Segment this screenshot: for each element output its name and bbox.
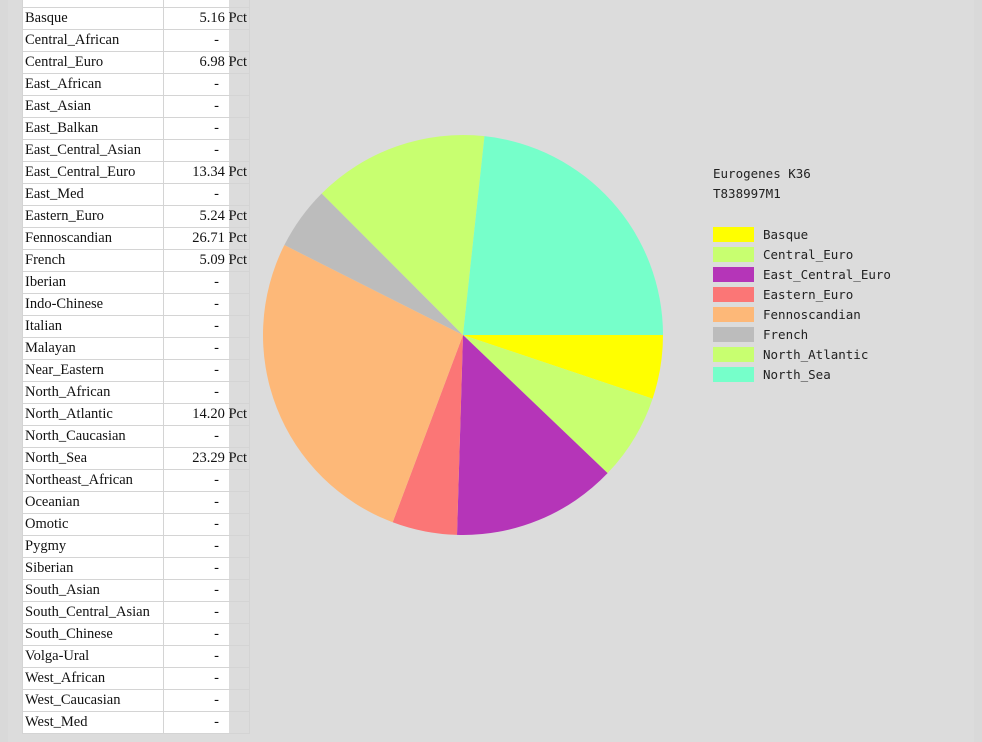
table-row: East_Central_Asian - bbox=[22, 139, 250, 162]
population-value: - bbox=[163, 667, 250, 690]
table-row: North_African - bbox=[22, 381, 250, 404]
legend-label: North_Sea bbox=[763, 366, 831, 382]
population-name: East_Central_Euro bbox=[22, 161, 164, 184]
legend-item: East_Central_Euro bbox=[713, 264, 891, 284]
table-row: East_African - bbox=[22, 73, 250, 96]
population-name: West_Med bbox=[22, 711, 164, 734]
legend-label: Eastern_Euro bbox=[763, 286, 854, 302]
population-value: 14.20 Pct bbox=[163, 403, 250, 426]
population-name: North_Sea bbox=[22, 447, 164, 470]
table-row: South_Asian - bbox=[22, 579, 250, 602]
legend-item: Fennoscandian bbox=[713, 304, 891, 324]
legend-label: North_Atlantic bbox=[763, 346, 869, 362]
legend-label: East_Central_Euro bbox=[763, 266, 891, 282]
population-name: Central_Euro bbox=[22, 51, 164, 74]
legend-swatch bbox=[713, 246, 754, 262]
legend-swatch bbox=[713, 306, 754, 322]
population-value: - bbox=[163, 337, 250, 360]
table-row: West_Med - bbox=[22, 711, 250, 734]
population-value: 13.34 Pct bbox=[163, 161, 250, 184]
legend-label: Basque bbox=[763, 226, 809, 242]
pie-slice bbox=[463, 136, 663, 335]
legend-label: Fennoscandian bbox=[763, 306, 861, 322]
population-name: North_Caucasian bbox=[22, 425, 164, 448]
population-name: East_Central_Asian bbox=[22, 139, 164, 162]
pie-slice bbox=[463, 335, 663, 399]
population-name: South_Central_Asian bbox=[22, 601, 164, 624]
population-name: Indo-Chinese bbox=[22, 293, 164, 316]
chart-subtitle: T838997M1 bbox=[713, 186, 781, 201]
legend-item: North_Sea bbox=[713, 364, 891, 384]
table-row: Central_Euro 6.98 Pct bbox=[22, 51, 250, 74]
population-name: Italian bbox=[22, 315, 164, 338]
population-name: Pygmy bbox=[22, 535, 164, 558]
legend-item: Eastern_Euro bbox=[713, 284, 891, 304]
chart-legend: Eurogenes K36 T838997M1 Basque Central_Eu… bbox=[713, 164, 891, 384]
population-name: Central_African bbox=[22, 29, 164, 52]
legend-swatch bbox=[713, 326, 754, 342]
pie-slice bbox=[392, 335, 463, 535]
pie-slice bbox=[284, 193, 463, 335]
legend-swatch bbox=[713, 266, 754, 282]
pie-slice bbox=[463, 335, 653, 474]
table-row: South_Chinese - bbox=[22, 623, 250, 646]
legend-items: Basque Central_Euro East_Central_Euro Easte… bbox=[713, 224, 891, 384]
population-value: - bbox=[163, 557, 250, 580]
population-name: French bbox=[22, 249, 164, 272]
population-name: East_Balkan bbox=[22, 117, 164, 140]
pie-slice bbox=[321, 135, 485, 335]
table-row: Volga-Ural - bbox=[22, 645, 250, 668]
pie-slice bbox=[457, 335, 608, 535]
table-row: North_Caucasian - bbox=[22, 425, 250, 448]
table-row: Central_African - bbox=[22, 29, 250, 52]
legend-label: Central_Euro bbox=[763, 246, 854, 262]
legend-swatch bbox=[713, 346, 754, 362]
legend-swatch bbox=[713, 366, 754, 382]
table-row: Italian - bbox=[22, 315, 250, 338]
legend-swatch bbox=[713, 286, 754, 302]
table-row: Near_Eastern - bbox=[22, 359, 250, 382]
table-row: Iberian - bbox=[22, 271, 250, 294]
legend-item: Basque bbox=[713, 224, 891, 244]
legend-item: North_Atlantic bbox=[713, 344, 891, 364]
population-name: Volga-Ural bbox=[22, 645, 164, 668]
legend-swatch bbox=[713, 226, 754, 242]
population-name: East_African bbox=[22, 73, 164, 96]
table-row: Indo-Chinese - bbox=[22, 293, 250, 316]
legend-item: French bbox=[713, 324, 891, 344]
table-row: North_Atlantic 14.20 Pct bbox=[22, 403, 250, 426]
table-row: East_Med - bbox=[22, 183, 250, 206]
population-value: - bbox=[163, 711, 250, 734]
table-row: North_Sea 23.29 Pct bbox=[22, 447, 250, 470]
table-row: East_Central_Euro 13.34 Pct bbox=[22, 161, 250, 184]
table-row: South_Central_Asian - bbox=[22, 601, 250, 624]
legend-label: French bbox=[763, 326, 809, 342]
table-row: Malayan - bbox=[22, 337, 250, 360]
chart-title: Eurogenes K36 bbox=[713, 166, 811, 181]
table-row: Siberian - bbox=[22, 557, 250, 580]
population-name: Northeast_African bbox=[22, 469, 164, 492]
table-row: Northeast_African - bbox=[22, 469, 250, 492]
table-row: East_Balkan - bbox=[22, 117, 250, 140]
population-name: Iberian bbox=[22, 271, 164, 294]
population-name: West_Caucasian bbox=[22, 689, 164, 712]
table-row: Eastern_Euro 5.24 Pct bbox=[22, 205, 250, 228]
pie-slice bbox=[262, 245, 463, 523]
table-row: Pygmy - bbox=[22, 535, 250, 558]
legend-item: Central_Euro bbox=[713, 244, 891, 264]
table-row: Fennoscandian 26.71 Pct bbox=[22, 227, 250, 250]
